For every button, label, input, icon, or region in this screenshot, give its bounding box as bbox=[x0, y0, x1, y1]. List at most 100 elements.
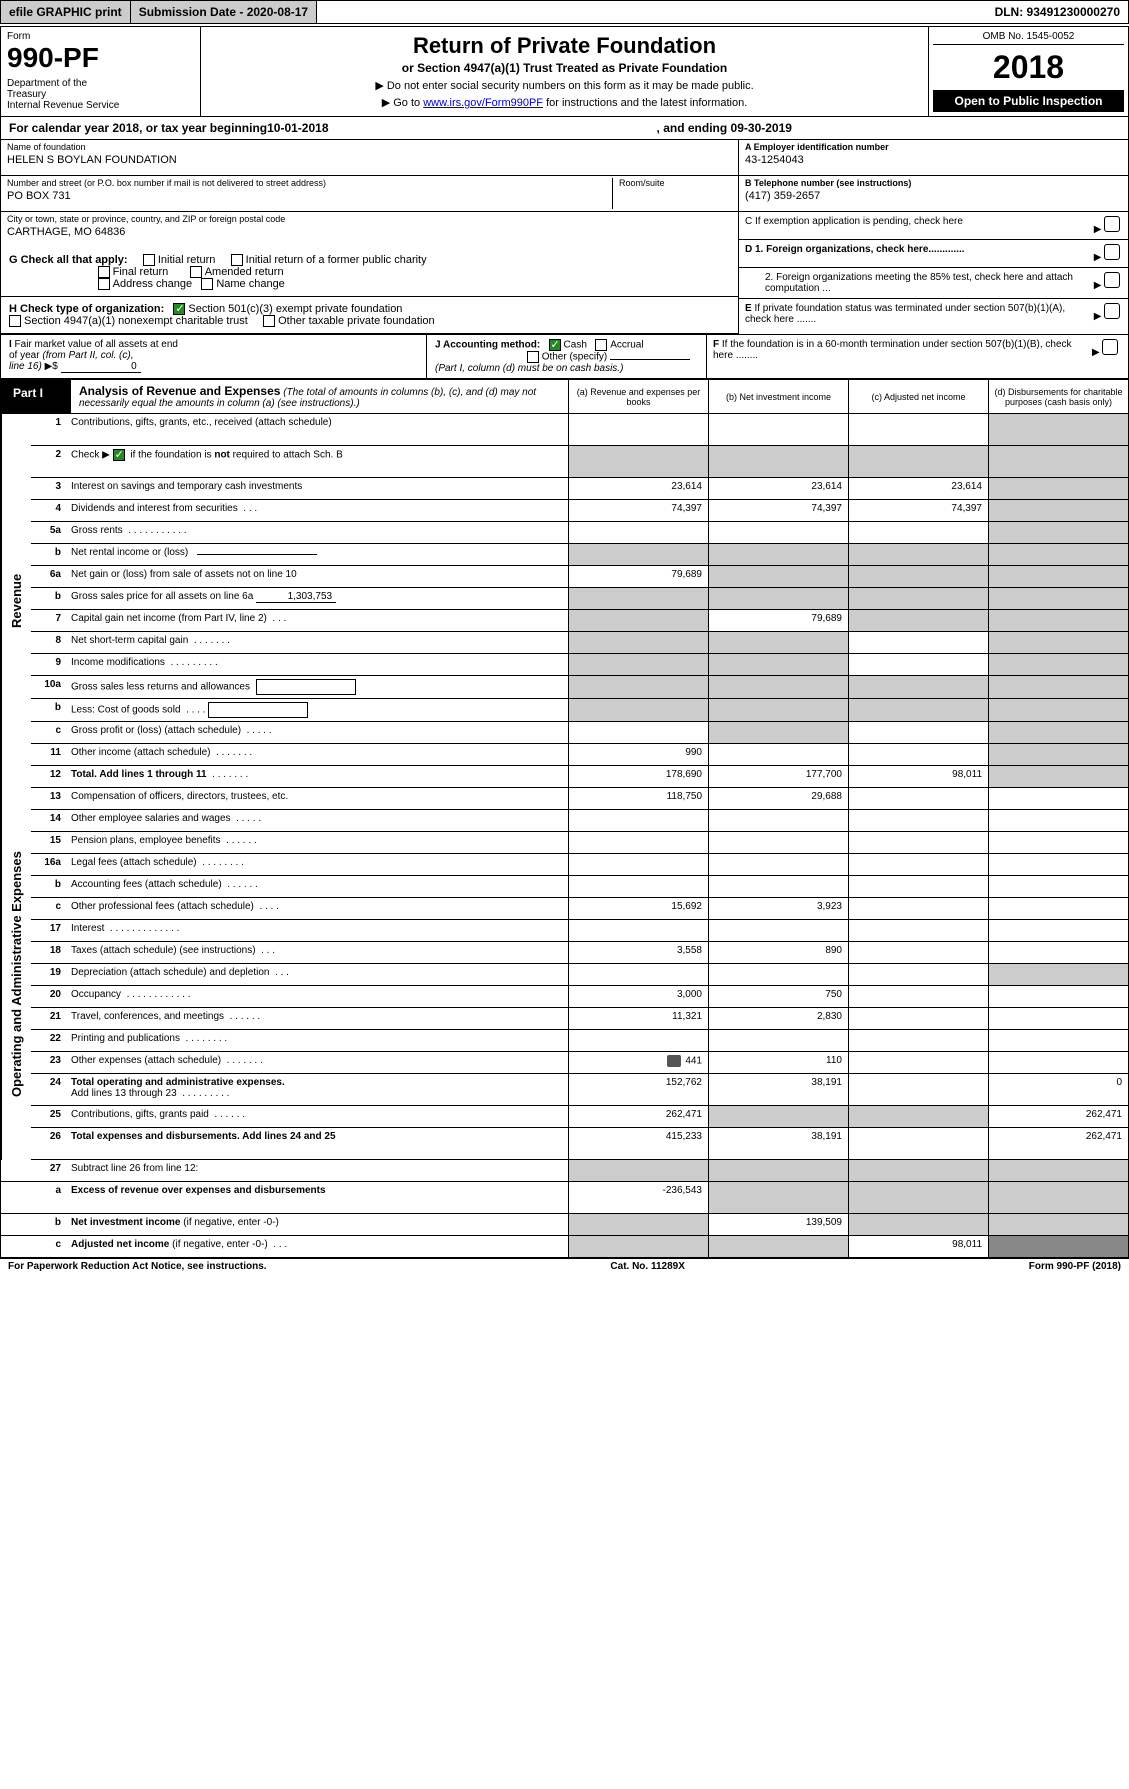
fmv-value: 0 bbox=[61, 361, 141, 373]
bottom-rows: 27Subtract line 26 from line 12: aExcess… bbox=[1, 1160, 1128, 1258]
checkbox-c[interactable] bbox=[1104, 216, 1120, 232]
section-d2: 2. Foreign organizations meeting the 85%… bbox=[739, 268, 1128, 299]
row-24: 24Total operating and administrative exp… bbox=[31, 1074, 1128, 1106]
part1-label: Part I bbox=[1, 380, 71, 413]
submission-date: Submission Date - 2020-08-17 bbox=[131, 1, 317, 23]
row-11: 11Other income (attach schedule) . . . .… bbox=[31, 744, 1128, 766]
row-10b: bLess: Cost of goods sold . . . . bbox=[31, 699, 1128, 722]
checkbox-amended-return[interactable] bbox=[190, 266, 202, 278]
year-end: 09-30-2019 bbox=[731, 121, 792, 135]
part1-desc: Analysis of Revenue and Expenses (The to… bbox=[71, 380, 568, 413]
checkbox-initial-return[interactable] bbox=[143, 254, 155, 266]
row-1: 1Contributions, gifts, grants, etc., rec… bbox=[31, 414, 1128, 446]
row-10a: 10aGross sales less returns and allowanc… bbox=[31, 676, 1128, 699]
row-8: 8Net short-term capital gain . . . . . .… bbox=[31, 632, 1128, 654]
row-4: 4Dividends and interest from securities … bbox=[31, 500, 1128, 522]
row-5a: 5aGross rents . . . . . . . . . . . bbox=[31, 522, 1128, 544]
row-25: 25Contributions, gifts, grants paid . . … bbox=[31, 1106, 1128, 1128]
checkbox-other-method[interactable] bbox=[527, 351, 539, 363]
form-label: Form bbox=[7, 31, 194, 42]
row-19: 19Depreciation (attach schedule) and dep… bbox=[31, 964, 1128, 986]
form-year-block: OMB No. 1545-0052 2018 Open to Public In… bbox=[928, 27, 1128, 116]
form-note-1: ▶ Do not enter social security numbers o… bbox=[211, 79, 918, 92]
row-27b: bNet investment income (if negative, ent… bbox=[1, 1214, 1128, 1236]
row-20: 20Occupancy . . . . . . . . . . . .3,000… bbox=[31, 986, 1128, 1008]
row-5b: bNet rental income or (loss) bbox=[31, 544, 1128, 566]
foundation-name-cell: Name of foundation HELEN S BOYLAN FOUNDA… bbox=[1, 140, 738, 176]
row-16c: cOther professional fees (attach schedul… bbox=[31, 898, 1128, 920]
section-d1: D 1. Foreign organizations, check here..… bbox=[739, 240, 1128, 268]
row-27c: cAdjusted net income (if negative, enter… bbox=[1, 1236, 1128, 1258]
info-grid: Name of foundation HELEN S BOYLAN FOUNDA… bbox=[1, 140, 1128, 335]
checkbox-d1[interactable] bbox=[1104, 244, 1120, 260]
row-13: 13Compensation of officers, directors, t… bbox=[31, 788, 1128, 810]
revenue-section: Revenue 1Contributions, gifts, grants, e… bbox=[1, 414, 1128, 788]
sections-i-j-f: I Fair market value of all assets at end… bbox=[1, 335, 1128, 380]
row-12: 12Total. Add lines 1 through 11 . . . . … bbox=[31, 766, 1128, 788]
checkbox-4947[interactable] bbox=[9, 315, 21, 327]
section-h: H Check type of organization: Section 50… bbox=[1, 297, 738, 334]
telephone-cell: B Telephone number (see instructions) (4… bbox=[739, 176, 1128, 212]
checkbox-cash[interactable] bbox=[549, 339, 561, 351]
part1-header: Part I Analysis of Revenue and Expenses … bbox=[1, 380, 1128, 414]
row-22: 22Printing and publications . . . . . . … bbox=[31, 1030, 1128, 1052]
top-bar: efile GRAPHIC print Submission Date - 20… bbox=[0, 0, 1129, 24]
row-27: 27Subtract line 26 from line 12: bbox=[1, 1160, 1128, 1182]
attachment-icon[interactable] bbox=[667, 1055, 681, 1067]
col-header-d: (d) Disbursements for charitable purpose… bbox=[988, 380, 1128, 413]
form-note-2: ▶ Go to www.irs.gov/Form990PF for instru… bbox=[211, 96, 918, 109]
foundation-name: HELEN S BOYLAN FOUNDATION bbox=[7, 152, 732, 168]
row-6a: 6aNet gain or (loss) from sale of assets… bbox=[31, 566, 1128, 588]
checkbox-name-change[interactable] bbox=[201, 278, 213, 290]
row-16a: 16aLegal fees (attach schedule) . . . . … bbox=[31, 854, 1128, 876]
expenses-section: Operating and Administrative Expenses 13… bbox=[1, 788, 1128, 1160]
checkbox-501c3[interactable] bbox=[173, 303, 185, 315]
row-14: 14Other employee salaries and wages . . … bbox=[31, 810, 1128, 832]
form-footer: For Paperwork Reduction Act Notice, see … bbox=[0, 1259, 1129, 1274]
expenses-side-label: Operating and Administrative Expenses bbox=[1, 788, 31, 1160]
row-23: 23Other expenses (attach schedule) . . .… bbox=[31, 1052, 1128, 1074]
row-16b: bAccounting fees (attach schedule) . . .… bbox=[31, 876, 1128, 898]
row-3: 3Interest on savings and temporary cash … bbox=[31, 478, 1128, 500]
checkbox-address-change[interactable] bbox=[98, 278, 110, 290]
form-header: Form 990-PF Department of theTreasuryInt… bbox=[1, 27, 1128, 117]
col-header-c: (c) Adjusted net income bbox=[848, 380, 988, 413]
checkbox-f[interactable] bbox=[1102, 339, 1118, 355]
row-26: 26Total expenses and disbursements. Add … bbox=[31, 1128, 1128, 1160]
row-17: 17Interest . . . . . . . . . . . . . bbox=[31, 920, 1128, 942]
checkbox-accrual[interactable] bbox=[595, 339, 607, 351]
ein-value: 43-1254043 bbox=[745, 152, 1122, 168]
row-6b: bGross sales price for all assets on lin… bbox=[31, 588, 1128, 610]
checkbox-d2[interactable] bbox=[1104, 272, 1120, 288]
city-value: CARTHAGE, MO 64836 bbox=[7, 224, 732, 240]
row-21: 21Travel, conferences, and meetings . . … bbox=[31, 1008, 1128, 1030]
calendar-year-row: For calendar year 2018, or tax year begi… bbox=[1, 117, 1128, 140]
checkbox-final-return[interactable] bbox=[98, 266, 110, 278]
dln-label: DLN: 93491230000270 bbox=[987, 1, 1128, 23]
address-value: PO BOX 731 bbox=[7, 188, 612, 204]
section-f: F If the foundation is in a 60-month ter… bbox=[707, 335, 1128, 378]
form-ref: Form 990-PF (2018) bbox=[1029, 1261, 1121, 1272]
form-subtitle: or Section 4947(a)(1) Trust Treated as P… bbox=[211, 61, 918, 75]
open-public-badge: Open to Public Inspection bbox=[933, 90, 1124, 112]
form-number: 990-PF bbox=[7, 42, 194, 74]
row-2: 2Check ▶ if the foundation is not requir… bbox=[31, 446, 1128, 478]
address-cell: Number and street (or P.O. box number if… bbox=[1, 176, 738, 212]
section-e: E If private foundation status was termi… bbox=[739, 299, 1128, 329]
checkbox-sch-b[interactable] bbox=[113, 449, 125, 461]
efile-print-button[interactable]: efile GRAPHIC print bbox=[1, 1, 131, 23]
checkbox-initial-former[interactable] bbox=[231, 254, 243, 266]
irs-link[interactable]: www.irs.gov/Form990PF bbox=[423, 97, 543, 109]
year-begin: 10-01-2018 bbox=[267, 121, 328, 135]
tax-year: 2018 bbox=[933, 45, 1124, 90]
section-j: J Accounting method: Cash Accrual Other … bbox=[427, 335, 707, 378]
cat-number: Cat. No. 11289X bbox=[267, 1261, 1029, 1272]
row-18: 18Taxes (attach schedule) (see instructi… bbox=[31, 942, 1128, 964]
row-7: 7Capital gain net income (from Part IV, … bbox=[31, 610, 1128, 632]
checkbox-e[interactable] bbox=[1104, 303, 1120, 319]
col-header-b: (b) Net investment income bbox=[708, 380, 848, 413]
form-title: Return of Private Foundation bbox=[211, 33, 918, 59]
revenue-side-label: Revenue bbox=[1, 414, 31, 788]
checkbox-other-taxable[interactable] bbox=[263, 315, 275, 327]
row-15: 15Pension plans, employee benefits . . .… bbox=[31, 832, 1128, 854]
